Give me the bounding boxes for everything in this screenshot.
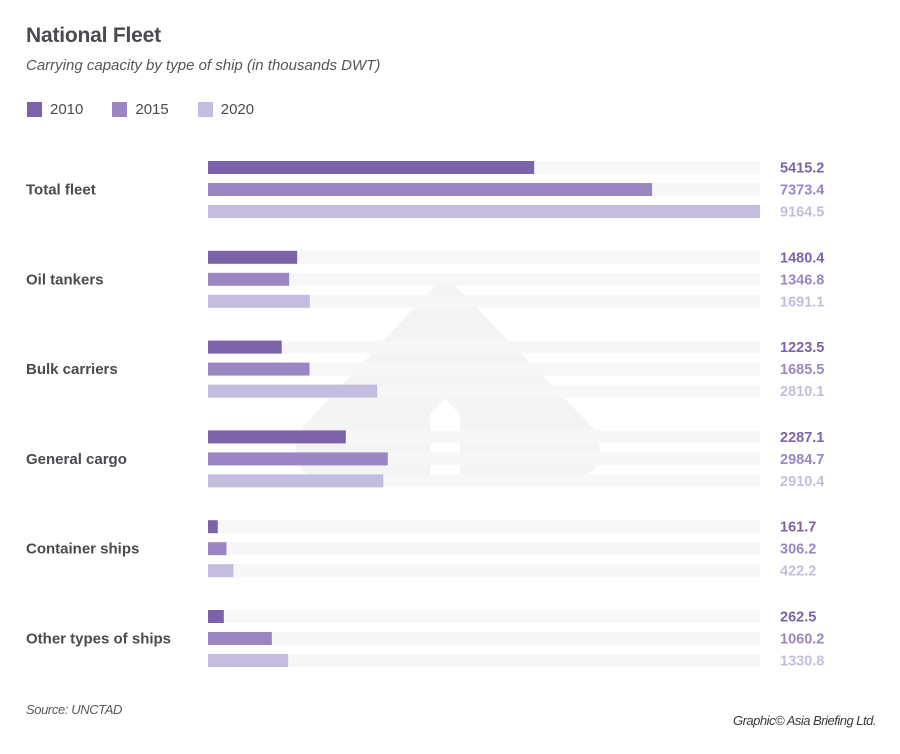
value-label-oil-tankers-2020: 1691.1 [780,294,824,310]
legend-item-2020: 2020 [197,101,255,118]
bar-bulk-carriers-2015 [208,362,310,376]
legend-swatch-2015 [112,102,128,117]
legend-swatch-2010 [27,102,42,117]
bar-oil-tankers-2015 [208,272,290,286]
bar-container-ships-2010 [208,520,218,534]
bar-track [208,294,760,308]
bar-other-types-of-ships-2015 [208,632,272,645]
bar-other-types-of-ships-2010 [208,610,224,623]
value-label-bulk-carriers-2020: 2810.1 [780,384,824,400]
bar-bulk-carriers-2020 [208,384,378,398]
chart-subtitle: Carrying capacity by type of ship (in th… [26,57,381,74]
bar-total-fleet-2010 [208,161,535,174]
legend-label-2015: 2015 [135,101,169,118]
bar-container-ships-2020 [208,564,234,578]
bar-track [208,520,760,534]
value-label-oil-tankers-2010: 1480.4 [780,250,824,266]
value-label-other-types-of-ships-2010: 262.5 [780,610,816,626]
value-label-container-ships-2020: 422.2 [780,564,816,580]
value-label-bulk-carriers-2010: 1223.5 [780,340,824,356]
value-label-general-cargo-2020: 2910.4 [780,474,824,490]
bar-container-ships-2015 [208,542,227,556]
bar-track [208,250,760,264]
category-label-total-fleet: Total fleet [26,182,96,199]
bar-general-cargo-2010 [208,430,346,444]
legend-item-2010: 2010 [27,101,83,118]
value-label-oil-tankers-2015: 1346.8 [780,272,824,288]
value-label-other-types-of-ships-2015: 1060.2 [780,632,824,648]
legend-item-2015: 2015 [112,101,169,118]
legend-swatch-2020 [197,102,213,117]
category-label-other-types-of-ships: Other types of ships [26,631,171,648]
category-label-container-ships: Container ships [26,541,139,558]
category-label-oil-tankers: Oil tankers [26,271,104,288]
bar-track [208,564,760,578]
bar-bulk-carriers-2010 [208,340,282,354]
value-label-other-types-of-ships-2020: 1330.8 [780,654,824,670]
value-label-total-fleet-2020: 9164.5 [780,205,824,221]
legend-label-2020: 2020 [220,101,255,118]
value-label-general-cargo-2010: 2287.1 [780,430,824,446]
value-label-container-ships-2010: 161.7 [780,520,816,536]
category-label-bulk-carriers: Bulk carriers [26,361,118,378]
bar-track [208,632,760,645]
bar-track [208,272,760,286]
source-note: Source: UNCTAD [26,702,123,717]
value-label-total-fleet-2010: 5415.2 [780,161,824,177]
value-label-container-ships-2015: 306.2 [780,542,816,558]
bar-track [208,362,760,376]
bar-general-cargo-2015 [208,452,388,466]
value-label-total-fleet-2015: 7373.4 [780,183,824,199]
bar-track [208,340,760,354]
bar-track [208,610,760,623]
bar-oil-tankers-2010 [208,250,298,264]
credit-note: Graphic© Asia Briefing Ltd. [732,713,877,728]
chart-title: National Fleet [26,24,161,47]
bar-track [208,542,760,556]
bar-total-fleet-2015 [208,183,653,196]
value-label-general-cargo-2015: 2984.7 [780,452,824,468]
bar-other-types-of-ships-2020 [208,654,289,667]
legend: 2010 2015 2020 [27,101,283,118]
bar-track [208,430,760,444]
bar-total-fleet-2020 [208,205,760,218]
category-label-general-cargo: General cargo [26,451,127,468]
legend-label-2010: 2010 [50,101,84,118]
bar-track [208,654,760,667]
watermark-logo-icon [295,275,600,480]
bar-oil-tankers-2020 [208,294,310,308]
bar-general-cargo-2020 [208,474,384,488]
value-label-bulk-carriers-2015: 1685.5 [780,362,824,378]
